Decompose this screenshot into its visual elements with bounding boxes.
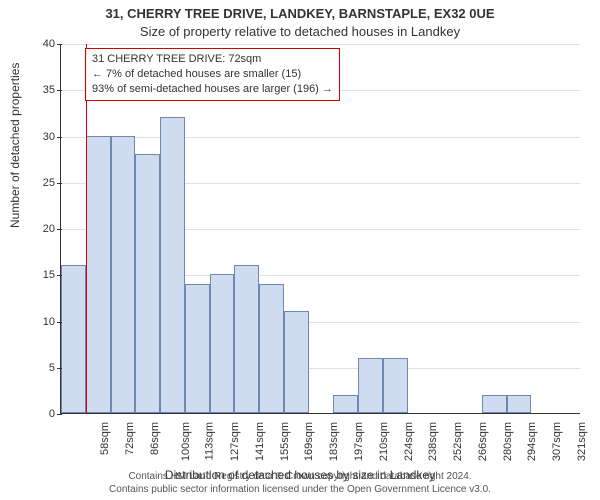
histogram-bar — [482, 395, 507, 414]
x-tick-label: 266sqm — [477, 422, 489, 461]
y-tick-label: 35 — [25, 84, 55, 96]
histogram-bar — [259, 284, 284, 414]
x-tick-label: 169sqm — [304, 422, 316, 461]
x-tick-label: 127sqm — [229, 422, 241, 461]
y-tick-label: 5 — [25, 362, 55, 374]
histogram-bar — [210, 274, 235, 413]
histogram-bar — [507, 395, 532, 414]
histogram-bar — [111, 136, 136, 414]
histogram-bar — [333, 395, 358, 414]
x-tick-label: 280sqm — [502, 422, 514, 461]
x-tick-label: 58sqm — [99, 422, 111, 455]
y-axis-label: Number of detached properties — [8, 63, 22, 228]
plot-area: 31 CHERRY TREE DRIVE: 72sqm ← 7% of deta… — [60, 44, 580, 414]
histogram-bar — [135, 154, 160, 413]
gridline — [61, 137, 580, 138]
annotation-line: ← 7% of detached houses are smaller (15) — [92, 67, 333, 82]
x-tick-label: 113sqm — [204, 422, 216, 460]
chart-container: { "title": "31, CHERRY TREE DRIVE, LANDK… — [0, 0, 600, 500]
x-tick-label: 252sqm — [452, 422, 464, 461]
x-tick-label: 100sqm — [180, 422, 192, 461]
footer-attribution: Contains HM Land Registry data © Crown c… — [0, 471, 600, 496]
x-tick-label: 141sqm — [254, 422, 266, 461]
histogram-bar — [284, 311, 309, 413]
x-tick-label: 183sqm — [328, 422, 340, 461]
x-tick-label: 155sqm — [279, 422, 291, 461]
x-tick-label: 86sqm — [149, 422, 161, 455]
x-tick-label: 197sqm — [353, 422, 365, 461]
footer-line: Contains HM Land Registry data © Crown c… — [0, 471, 600, 484]
x-tick-label: 238sqm — [427, 422, 439, 461]
histogram-bar — [185, 284, 210, 414]
y-tick-label: 25 — [25, 177, 55, 189]
chart-subtitle: Size of property relative to detached ho… — [0, 24, 600, 39]
x-tick-label: 307sqm — [551, 422, 563, 461]
y-tick-label: 10 — [25, 316, 55, 328]
x-tick-label: 224sqm — [403, 422, 415, 461]
x-tick-label: 294sqm — [526, 422, 538, 461]
x-tick-label: 210sqm — [378, 422, 390, 461]
y-tick-label: 15 — [25, 269, 55, 281]
histogram-bar — [383, 358, 408, 414]
annotation-box: 31 CHERRY TREE DRIVE: 72sqm ← 7% of deta… — [85, 48, 340, 101]
y-tick-label: 30 — [25, 131, 55, 143]
histogram-bar — [160, 117, 185, 413]
y-tick-label: 20 — [25, 223, 55, 235]
gridline — [61, 44, 580, 45]
x-tick-label: 321sqm — [576, 422, 588, 461]
annotation-line: 93% of semi-detached houses are larger (… — [92, 82, 333, 97]
histogram-bar — [234, 265, 259, 413]
histogram-bar — [86, 136, 111, 414]
y-tick-label: 0 — [25, 408, 55, 420]
histogram-bar — [358, 358, 383, 414]
histogram-bar — [61, 265, 86, 413]
chart-title: 31, CHERRY TREE DRIVE, LANDKEY, BARNSTAP… — [0, 6, 600, 21]
footer-line: Contains public sector information licen… — [0, 484, 600, 497]
annotation-line: 31 CHERRY TREE DRIVE: 72sqm — [92, 52, 333, 67]
y-tick-label: 40 — [25, 38, 55, 50]
x-tick-label: 72sqm — [124, 422, 136, 455]
